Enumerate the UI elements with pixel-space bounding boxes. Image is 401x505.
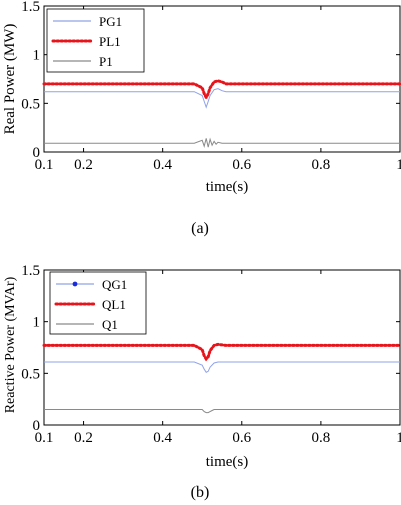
y-tick-label: 0.5: [21, 366, 40, 382]
x-axis-label: time(s): [206, 454, 249, 470]
y-tick-label: 1.5: [21, 0, 40, 15]
legend-label-pl1: PL1: [99, 34, 121, 49]
chart-b: 0.1 0.2 0.4 0.6 0.8 1 0 0.5 1 1.5 time(s) Reactive …: [3, 263, 401, 501]
y-tick-label: 0: [33, 145, 41, 161]
chart-a: 0.1 0.2 0.4 0.6 0.8 1 0 0.5 1 1.5 time(s) Real Powe…: [2, 0, 401, 237]
series-line-pg1: [44, 88, 400, 109]
x-tick-label: 0.4: [153, 430, 172, 446]
x-tick-label: 0.8: [312, 430, 331, 446]
series-line-ql1: [42, 342, 401, 362]
legend-label-qg1: QG1: [102, 277, 127, 292]
series-line-q1: [44, 409, 400, 414]
figure-caption: (b): [191, 484, 210, 501]
x-axis-label: time(s): [206, 179, 249, 195]
x-tick-label: 0.2: [74, 157, 93, 173]
series-line-pl1: [42, 79, 401, 101]
y-axis-label: Real Power (MW): [2, 24, 18, 135]
legend-label-q1: Q1: [102, 317, 118, 332]
plot-frame: [43, 5, 401, 153]
y-tick-label: 0.5: [21, 96, 40, 112]
series-line-qg1: [44, 361, 400, 373]
x-tick-label: 0.6: [232, 430, 251, 446]
plot-frame: [43, 269, 401, 426]
x-tick-label: 0.1: [35, 157, 54, 173]
legend-label-p1: P1: [99, 54, 113, 69]
x-tick-label: 0.1: [35, 430, 54, 446]
legend-label-pg1: PG1: [99, 14, 122, 29]
x-tick-label: 1: [396, 430, 401, 446]
y-tick-label: 0: [33, 418, 41, 434]
legend-label-ql1: QL1: [102, 297, 126, 312]
x-tick-label: 1: [396, 157, 401, 173]
x-tick-label: 0.8: [312, 157, 331, 173]
y-tick-label: 1.5: [21, 263, 40, 279]
y-tick-label: 1: [33, 48, 41, 64]
figure-caption: (a): [191, 220, 209, 237]
y-axis-label: Reactive Power (MVAr): [3, 276, 18, 413]
x-tick-label: 0.6: [232, 157, 251, 173]
series-line-p1: [44, 137, 400, 148]
x-tick-label: 0.4: [153, 157, 172, 173]
x-tick-label: 0.2: [74, 430, 93, 446]
legend-marker-qg1: [72, 281, 78, 287]
y-tick-label: 1: [33, 315, 41, 331]
